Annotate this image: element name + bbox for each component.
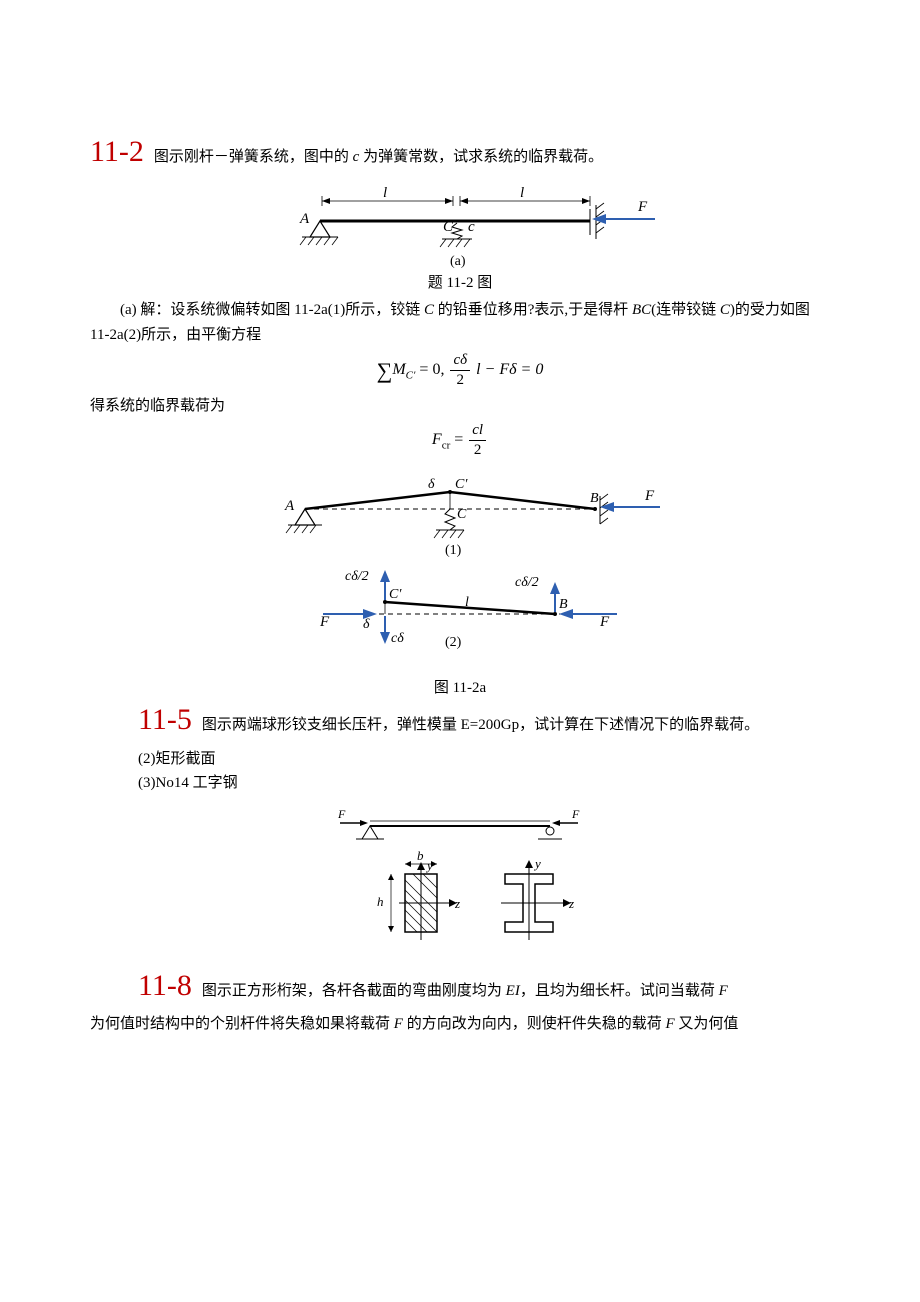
variable: F xyxy=(665,1016,674,1032)
variable: F xyxy=(719,983,728,999)
diagram-beam-spring: A C c l l xyxy=(260,179,660,269)
svg-text:F: F xyxy=(599,614,610,630)
problem-text: 图示两端球形铰支细长压杆，弹性模量 E=200Gp，试计算在下述情况下的临界载荷… xyxy=(202,713,759,739)
svg-text:b: b xyxy=(417,848,424,863)
variable: C xyxy=(720,302,730,318)
eq-text: l − Fδ = 0 xyxy=(472,361,543,378)
diagram-column-sections: F F y z xyxy=(310,801,610,951)
svg-text:l: l xyxy=(465,595,469,610)
variable: EI xyxy=(506,983,520,999)
eq-num: cδ xyxy=(450,353,470,371)
problem-11-2-heading: 11-2 图示刚杆－弹簧系统，图中的 c 为弹簧常数，试求系统的临界载荷。 xyxy=(90,135,830,171)
figure-11-5: F F y z xyxy=(90,801,830,951)
problem-number: 11-2 xyxy=(90,135,144,169)
eq-den: 2 xyxy=(469,441,486,458)
eq-sub: C′ xyxy=(406,369,416,381)
svg-text:C: C xyxy=(457,507,467,522)
variable: C xyxy=(424,302,434,318)
figure-caption: 图 11-2a xyxy=(434,676,486,697)
text-fragment: (连带铰链 xyxy=(651,302,720,318)
svg-text:δ: δ xyxy=(428,477,435,492)
svg-text:z: z xyxy=(568,896,574,911)
variable: F xyxy=(394,1016,403,1032)
sigma-symbol: ∑ xyxy=(377,358,393,383)
figure-11-2a: A δ C′ C B F (1) xyxy=(90,464,830,697)
text-fragment: 又为何值 xyxy=(675,1016,739,1032)
svg-text:h: h xyxy=(377,894,384,909)
svg-text:(2): (2) xyxy=(445,635,462,650)
figure-caption: 题 11-2 图 xyxy=(428,271,492,292)
svg-text:A: A xyxy=(284,498,295,514)
svg-text:δ: δ xyxy=(363,617,370,632)
problem-11-5-heading: 11-5 图示两端球形铰支细长压杆，弹性模量 E=200Gp，试计算在下述情况下… xyxy=(90,703,830,739)
eq-text: = xyxy=(450,431,467,448)
svg-text:C′: C′ xyxy=(455,477,468,492)
variable: BC xyxy=(632,302,651,318)
svg-text:A: A xyxy=(299,211,310,227)
svg-text:cδ: cδ xyxy=(391,631,404,646)
svg-text:B: B xyxy=(590,491,599,506)
item-3: (3)No14 工字钢 xyxy=(138,771,830,795)
svg-text:F: F xyxy=(571,807,580,821)
problem-11-5-items: (2)矩形截面 (3)No14 工字钢 xyxy=(90,747,830,795)
problem-text: 图示刚杆－弹簧系统，图中的 c 为弹簧常数，试求系统的临界载荷。 xyxy=(154,145,603,171)
eq-num: cl xyxy=(469,423,486,441)
eq-text: = 0, xyxy=(415,361,448,378)
svg-text:c: c xyxy=(468,219,475,235)
equation-fcr: Fcr = cl2 xyxy=(90,423,830,458)
eq-sub: cr xyxy=(442,439,451,451)
problem-number: 11-5 xyxy=(138,703,192,737)
svg-text:l: l xyxy=(383,185,387,201)
svg-text:z: z xyxy=(454,896,460,911)
svg-text:F: F xyxy=(319,614,330,630)
text-fragment: 为弹簧常数，试求系统的临界载荷。 xyxy=(359,149,603,165)
problem-text: 图示正方形桁架，各杆各截面的弯曲刚度均为 EI，且均为细长杆。试问当载荷 F xyxy=(202,979,728,1005)
eq-var: F xyxy=(432,431,442,448)
svg-text:F: F xyxy=(337,807,346,821)
svg-text:cδ/2: cδ/2 xyxy=(345,569,369,584)
text-fragment: 为何值时结构中的个别杆件将失稳如果将载荷 xyxy=(90,1016,394,1032)
svg-text:F: F xyxy=(644,488,655,504)
figure-11-2-a: A C c l l xyxy=(90,179,830,292)
text-fragment: 图示刚杆－弹簧系统，图中的 xyxy=(154,149,353,165)
text-fragment: 的铅垂位移用?表示,于是得杆 xyxy=(434,302,632,318)
svg-text:l: l xyxy=(520,185,524,201)
solution-para-1: (a) 解：设系统微偏转如图 11-2a(1)所示，铰链 C 的铅垂位移用?表示… xyxy=(90,298,830,349)
text-fragment: 图示正方形桁架，各杆各截面的弯曲刚度均为 xyxy=(202,983,506,999)
text-fragment: ，且均为细长杆。试问当载荷 xyxy=(520,983,719,999)
svg-text:F: F xyxy=(637,199,648,215)
problem-11-8-cont: 为何值时结构中的个别杆件将失稳如果将载荷 F 的方向改为向内，则使杆件失稳的载荷… xyxy=(90,1012,830,1038)
item-2: (2)矩形截面 xyxy=(138,747,830,771)
text-fragment: 的方向改为向内，则使杆件失稳的载荷 xyxy=(403,1016,666,1032)
text-fragment: (a) 解：设系统微偏转如图 11-2a(1)所示，铰链 xyxy=(120,302,424,318)
diagram-11-2a: A δ C′ C B F (1) xyxy=(250,464,670,674)
svg-text:C′: C′ xyxy=(389,587,402,602)
svg-text:(1): (1) xyxy=(445,543,462,558)
svg-text:B: B xyxy=(559,597,568,612)
equation-moment: ∑MC′ = 0, cδ2 l − Fδ = 0 xyxy=(90,353,830,388)
svg-text:(a): (a) xyxy=(450,254,466,269)
svg-text:cδ/2: cδ/2 xyxy=(515,575,539,590)
svg-text:y: y xyxy=(533,856,541,871)
problem-number: 11-8 xyxy=(138,969,192,1003)
problem-11-8-heading: 11-8 图示正方形桁架，各杆各截面的弯曲刚度均为 EI，且均为细长杆。试问当载… xyxy=(90,969,830,1005)
eq-var: M xyxy=(392,361,405,378)
eq-den: 2 xyxy=(450,371,470,388)
text-critical-load: 得系统的临界载荷为 xyxy=(90,394,830,420)
